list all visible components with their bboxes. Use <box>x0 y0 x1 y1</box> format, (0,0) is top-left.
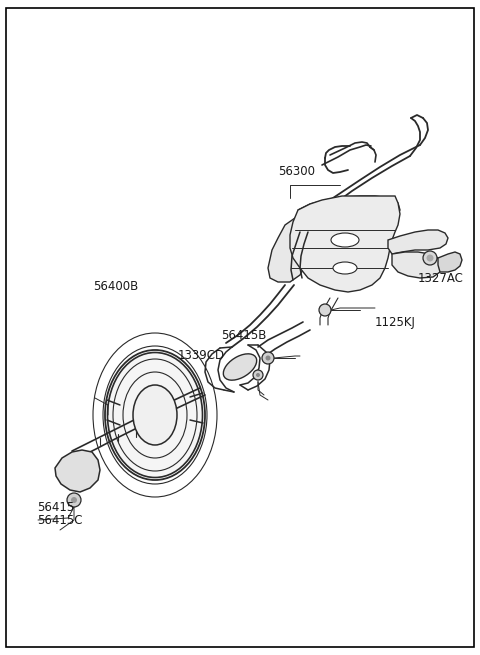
Text: 56415: 56415 <box>37 501 75 514</box>
Polygon shape <box>388 230 448 254</box>
Text: 56415C: 56415C <box>37 514 83 527</box>
Ellipse shape <box>265 356 271 360</box>
Text: 56415B: 56415B <box>221 329 266 342</box>
Ellipse shape <box>133 385 177 445</box>
Ellipse shape <box>67 493 81 507</box>
Ellipse shape <box>331 233 359 247</box>
Ellipse shape <box>427 255 433 261</box>
Text: 1125KJ: 1125KJ <box>374 316 415 329</box>
Ellipse shape <box>253 370 263 380</box>
Polygon shape <box>298 196 400 225</box>
Text: 56400B: 56400B <box>94 280 139 293</box>
Ellipse shape <box>319 304 331 316</box>
Ellipse shape <box>333 262 357 274</box>
Polygon shape <box>268 218 310 282</box>
Polygon shape <box>438 252 462 272</box>
Ellipse shape <box>223 354 257 380</box>
Polygon shape <box>392 252 442 278</box>
Ellipse shape <box>423 251 437 265</box>
Ellipse shape <box>262 352 274 364</box>
Polygon shape <box>290 196 400 292</box>
Polygon shape <box>55 450 100 492</box>
Text: 1339CD: 1339CD <box>178 348 225 362</box>
Ellipse shape <box>71 497 77 503</box>
Text: 56300: 56300 <box>278 165 315 178</box>
Ellipse shape <box>256 373 260 377</box>
Text: 1327AC: 1327AC <box>418 272 464 285</box>
Ellipse shape <box>108 352 203 477</box>
